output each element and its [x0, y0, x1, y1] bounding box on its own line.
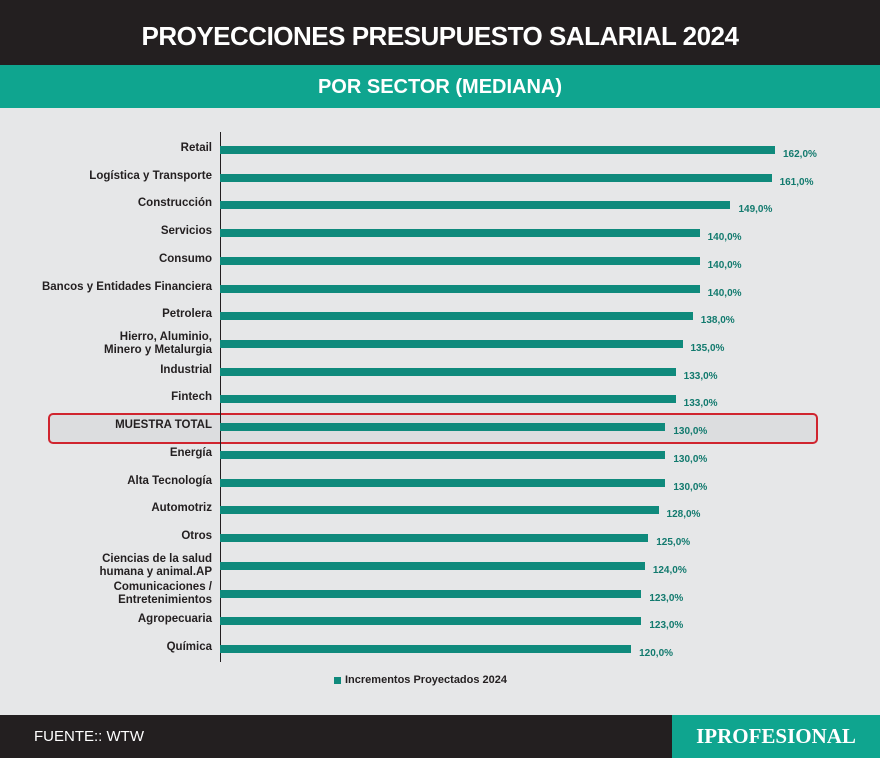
- bar: [220, 201, 731, 210]
- legend-swatch: [334, 677, 341, 684]
- value-label: 138,0%: [700, 315, 735, 327]
- category-label: Fintech: [171, 391, 212, 404]
- value-label: 130,0%: [673, 481, 708, 493]
- category-label: Logística y Transporte: [89, 169, 212, 182]
- source: FUENTE:: WTW: [34, 728, 144, 745]
- category-label: Hierro, Aluminio, Minero y Metalurgia: [104, 331, 212, 357]
- bar: [220, 450, 666, 459]
- value-label: 149,0%: [738, 204, 773, 216]
- category-label: Automotriz: [151, 502, 212, 515]
- value-label: 124,0%: [652, 564, 687, 576]
- category-label: Industrial: [160, 363, 212, 376]
- bar: [220, 423, 666, 432]
- category-label: Agropecuaria: [137, 613, 212, 626]
- bar: [220, 229, 700, 238]
- category-label: Consumo: [158, 252, 212, 265]
- category-label: Retail: [180, 142, 212, 154]
- category-label: Petrolera: [162, 308, 212, 321]
- brand-box: [672, 715, 880, 758]
- category-label: Ciencias de la salud humana y animal.AP: [99, 552, 212, 578]
- bar: [220, 478, 666, 487]
- category-label: Bancos y Entidades Financiera: [41, 280, 212, 293]
- value-label: 161,0%: [779, 176, 814, 188]
- subtitle: POR SECTOR (MEDIANA): [0, 65, 880, 108]
- brand: IPROFESIONAL: [696, 724, 856, 748]
- value-label: 123,0%: [649, 592, 684, 604]
- value-label: 125,0%: [656, 537, 691, 549]
- value-label: 133,0%: [683, 370, 718, 382]
- bar: [220, 340, 683, 349]
- value-label: 130,0%: [673, 426, 708, 438]
- bar: [220, 617, 642, 626]
- category-label: Comunicaciones / Entretenimientos: [113, 580, 212, 606]
- value-label: 135,0%: [690, 343, 725, 355]
- bar: [220, 561, 645, 570]
- value-label: 162,0%: [783, 149, 817, 160]
- bar: [220, 312, 693, 321]
- category-label: Química: [166, 640, 212, 653]
- bar: [220, 534, 649, 543]
- value-label: 140,0%: [707, 287, 742, 299]
- category-label: Construcción: [137, 197, 212, 210]
- category-label: Energía: [169, 446, 212, 459]
- value-label: 128,0%: [666, 509, 701, 521]
- bar: [220, 395, 676, 404]
- bar: [220, 146, 775, 154]
- value-label: 120,0%: [639, 647, 674, 659]
- value-label: 130,0%: [673, 453, 708, 465]
- title: PROYECCIONES PRESUPUESTO SALARIAL 2024: [0, 0, 880, 65]
- bar: [220, 589, 642, 598]
- value-label: 133,0%: [683, 398, 718, 410]
- value-label: 140,0%: [707, 259, 742, 271]
- bar: [220, 644, 632, 653]
- category-label: Servicios: [160, 225, 212, 238]
- bar: [220, 284, 700, 293]
- value-label: 140,0%: [707, 232, 742, 244]
- bar: [220, 367, 676, 376]
- legend-label: Incrementos Proyectados 2024: [345, 674, 508, 686]
- bar: [220, 256, 700, 265]
- category-label: Alta Tecnología: [127, 474, 212, 487]
- category-label: MUESTRA TOTAL: [115, 419, 212, 432]
- highlight-box: [48, 413, 818, 445]
- category-label: Otros: [181, 530, 212, 543]
- bar: [220, 173, 772, 182]
- value-label: 123,0%: [649, 620, 684, 632]
- bar: [220, 506, 659, 515]
